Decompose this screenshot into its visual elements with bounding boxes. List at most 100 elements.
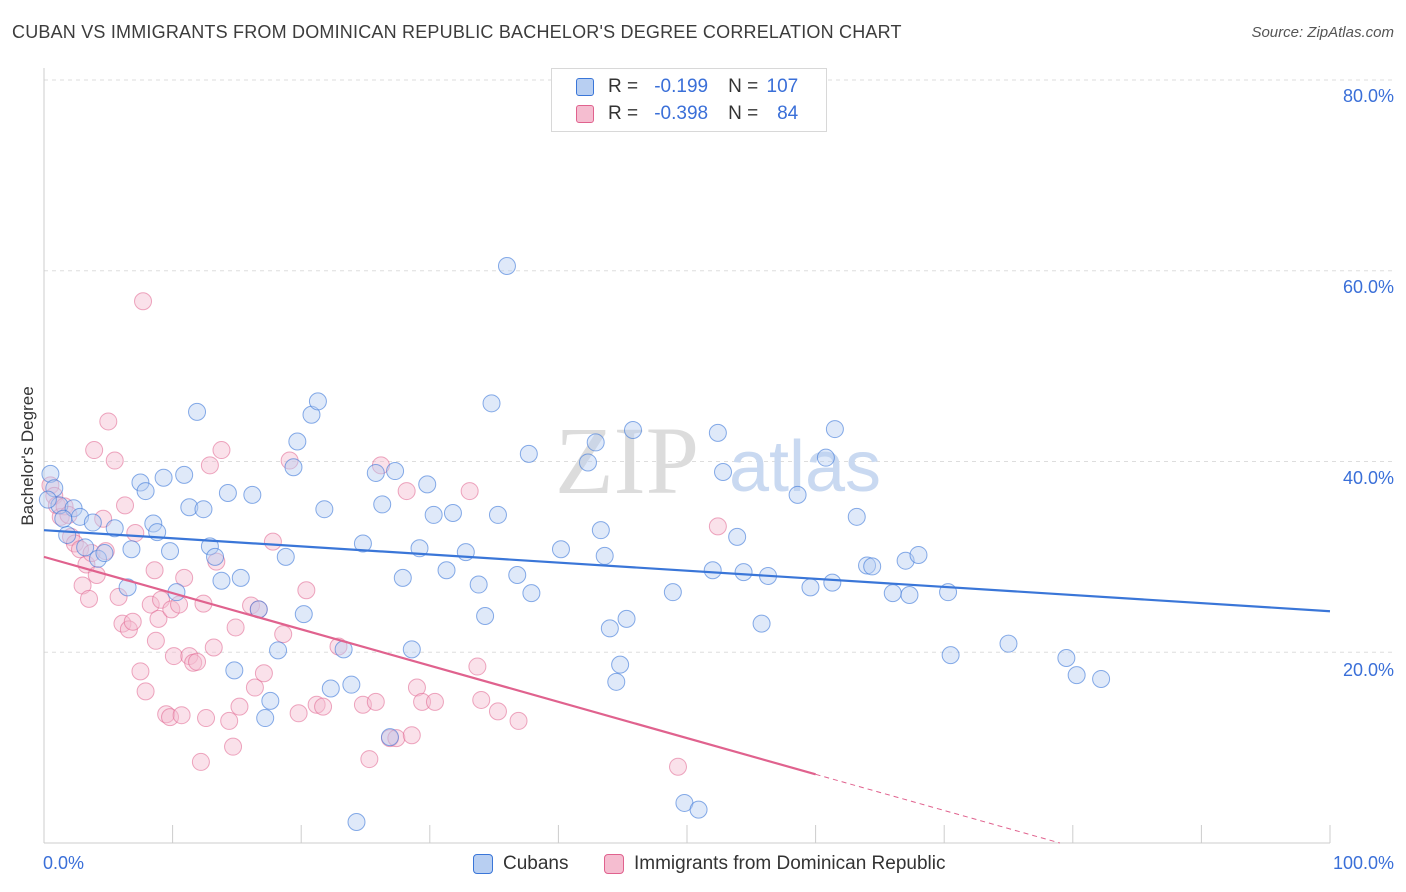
dominican-point-59: [274, 625, 293, 644]
legend-r-value-cubans: -0.199: [654, 76, 709, 97]
cubans-point-77: [663, 583, 682, 602]
cubans-point-80: [703, 561, 722, 580]
cubans-point-100: [941, 646, 960, 665]
dominican-point-80: [488, 702, 507, 721]
y-tick-60: 60.0%: [1342, 277, 1394, 297]
cubans-point-68: [578, 453, 597, 472]
cubans-point-14: [136, 482, 155, 501]
dominican-point-61: [289, 704, 308, 723]
dominican-point-77: [460, 482, 479, 501]
legend-r-label: R =: [608, 103, 639, 124]
cubans-point-60: [476, 607, 495, 626]
legend-n-value-cubans: 107: [766, 76, 799, 97]
cubans-point-51: [393, 568, 412, 587]
cubans-point-57: [443, 504, 462, 523]
cubans-point-41: [315, 500, 334, 519]
bottom-legend-dominican: Immigrants from Dominican Republic: [604, 852, 946, 876]
bottom-legend-label-dominican: Immigrants from Dominican Republic: [634, 853, 946, 874]
cubans-point-97: [900, 586, 919, 605]
series-cubans-points: [38, 256, 1111, 832]
y-tick-80: 80.0%: [1342, 86, 1394, 106]
legend-r-value-dominican: -0.398: [654, 103, 709, 124]
chart-title: CUBAN VS IMMIGRANTS FROM DOMINICAN REPUB…: [12, 22, 902, 42]
cubans-point-75: [617, 609, 636, 628]
cubans-point-98: [909, 545, 928, 564]
cubans-point-76: [623, 421, 642, 440]
bottom-legend-cubans: Cubans: [473, 852, 569, 876]
dominican-point-78: [468, 657, 487, 676]
dominican-point-51: [224, 737, 243, 756]
cubans-point-93: [858, 556, 877, 575]
dominican-point-34: [161, 708, 180, 727]
dominican-point-29: [145, 561, 164, 580]
dominican-point-39: [175, 568, 194, 587]
dominican-point-38: [172, 706, 191, 725]
cubans-point-65: [519, 444, 538, 463]
cubans-point-28: [225, 661, 244, 680]
dominican-point-30: [146, 631, 165, 650]
cubans-point-67: [551, 540, 570, 559]
cubans-point-66: [522, 584, 541, 603]
cubans-point-74: [611, 655, 630, 674]
cubans-point-25: [206, 547, 225, 566]
dominican-point-68: [366, 692, 385, 711]
dominican-point-25: [131, 662, 150, 681]
cubans-point-88: [801, 578, 820, 597]
cubans-point-101: [999, 634, 1018, 653]
cubans-point-13: [131, 473, 150, 492]
cubans-point-56: [437, 561, 456, 580]
cubans-point-21: [180, 498, 199, 517]
cubans-point-34: [269, 641, 288, 660]
dominican-point-55: [245, 678, 264, 697]
dominican-point-82: [708, 517, 727, 536]
cubans-point-83: [728, 527, 747, 546]
cubans-point-71: [595, 546, 614, 565]
cubans-point-27: [218, 483, 237, 502]
watermark-zip: ZIP: [555, 407, 699, 514]
cubans-point-10: [105, 519, 124, 538]
cubans-point-11: [118, 578, 137, 597]
dominican-point-45: [197, 709, 216, 728]
y-tick-40: 40.0%: [1342, 468, 1394, 488]
x-tick-0: 0.0%: [43, 853, 85, 873]
cubans-point-1: [45, 479, 64, 498]
dominican-point-3: [51, 507, 70, 526]
legend-swatch-pink: [576, 105, 594, 123]
trend-line-cubans: [43, 529, 1331, 613]
dominican-point-76: [425, 692, 444, 711]
dominican-point-27: [136, 682, 155, 701]
dominican-point-50: [220, 711, 239, 730]
dominican-point-23: [123, 612, 142, 631]
cubans-point-46: [353, 534, 372, 553]
cubans-point-102: [1057, 648, 1076, 667]
y-axis-label: Bachelor's Degree: [18, 386, 37, 526]
cubans-point-92: [847, 507, 866, 526]
cubans-point-40: [308, 392, 327, 411]
cubans-point-0: [41, 464, 60, 483]
cubans-point-29: [231, 568, 250, 587]
bottom-legend-swatch-blue: [473, 854, 493, 874]
dominican-point-13: [85, 441, 104, 460]
legend-swatch-blue: [576, 78, 594, 96]
dominican-point-36: [164, 647, 183, 666]
cubans-point-22: [188, 402, 207, 421]
cubans-point-55: [424, 505, 443, 524]
cubans-point-73: [607, 672, 626, 691]
series-dominican-points: [41, 292, 727, 776]
dominican-point-31: [149, 609, 168, 628]
dominican-point-75: [413, 692, 432, 711]
correlation-legend: R = -0.199 N = 107 R = -0.398 N = 84: [551, 68, 827, 132]
source-label: Source: ZipAtlas.com: [1251, 24, 1394, 41]
dominican-point-47: [204, 638, 223, 657]
cubans-point-20: [175, 465, 194, 484]
dominican-point-67: [360, 750, 379, 769]
dominican-point-42: [188, 652, 207, 671]
cubans-point-37: [288, 432, 307, 451]
cubans-point-81: [708, 423, 727, 442]
dominican-point-19: [109, 587, 128, 606]
dominican-point-46: [200, 456, 219, 475]
cubans-point-87: [788, 485, 807, 504]
dominican-point-79: [472, 690, 491, 709]
cubans-point-7: [83, 513, 102, 532]
